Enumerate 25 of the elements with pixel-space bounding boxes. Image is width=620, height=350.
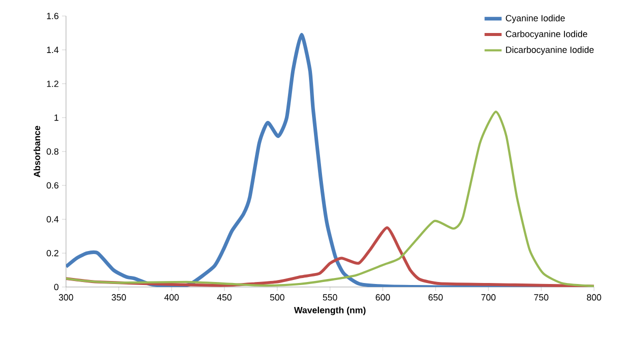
y-tick-label: 0 <box>54 284 58 290</box>
y-tick-label: 1.4 <box>47 46 59 53</box>
y-tick-label: 0.8 <box>46 148 58 155</box>
x-tick-label: 750 <box>534 294 548 301</box>
legend-label: Cyanine Iodide <box>506 14 565 24</box>
x-tick-label: 600 <box>376 294 390 301</box>
x-tick-label: 300 <box>58 294 74 301</box>
legend-label: Carbocyanine Iodide <box>506 30 588 39</box>
legend-label: Dicarbocyanine Iodide <box>506 46 594 55</box>
x-tick-label: 650 <box>428 294 443 301</box>
x-tick-label: 400 <box>164 294 179 301</box>
x-axis-title: Wavelength (nm) <box>294 306 366 316</box>
x-tick-label: 700 <box>481 294 496 301</box>
y-tick-label: 1 <box>54 114 58 121</box>
x-tick-label: 500 <box>270 294 284 301</box>
y-axis-title: Absorbance <box>34 126 40 178</box>
x-tick-label: 450 <box>217 294 232 301</box>
y-tick-label: 1.2 <box>47 80 58 87</box>
x-tick-label: 550 <box>322 294 338 301</box>
y-tick-label: 0.2 <box>46 250 58 256</box>
x-tick-label: 800 <box>586 294 602 301</box>
y-tick-label: 0.4 <box>46 216 59 222</box>
y-tick-label: 0.6 <box>46 182 58 189</box>
x-tick-label: 350 <box>112 294 126 301</box>
y-tick-label: 1.6 <box>47 12 58 20</box>
